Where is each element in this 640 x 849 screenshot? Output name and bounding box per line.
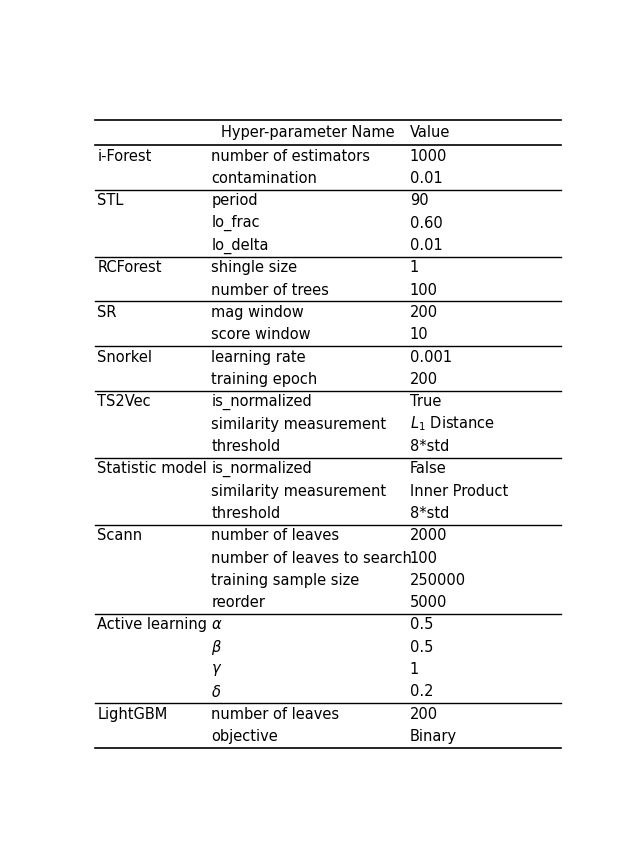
Text: lo_frac: lo_frac <box>211 215 260 231</box>
Text: shingle size: shingle size <box>211 261 298 275</box>
Text: number of leaves to search: number of leaves to search <box>211 550 412 565</box>
Text: number of leaves: number of leaves <box>211 528 340 543</box>
Text: learning rate: learning rate <box>211 350 306 364</box>
Text: i-Forest: i-Forest <box>97 149 152 164</box>
Text: False: False <box>410 461 447 476</box>
Text: threshold: threshold <box>211 439 281 454</box>
Text: 8*std: 8*std <box>410 506 449 521</box>
Text: $\alpha$: $\alpha$ <box>211 617 223 633</box>
Text: is_normalized: is_normalized <box>211 394 312 410</box>
Text: mag window: mag window <box>211 305 304 320</box>
Text: Inner Product: Inner Product <box>410 484 508 498</box>
Text: Value: Value <box>410 125 450 140</box>
Text: training epoch: training epoch <box>211 372 317 387</box>
Text: 0.001: 0.001 <box>410 350 452 364</box>
Text: 200: 200 <box>410 706 438 722</box>
Text: STL: STL <box>97 194 124 208</box>
Text: 8*std: 8*std <box>410 439 449 454</box>
Text: training sample size: training sample size <box>211 573 360 588</box>
Text: similarity measurement: similarity measurement <box>211 417 387 431</box>
Text: 90: 90 <box>410 194 428 208</box>
Text: lo_delta: lo_delta <box>211 238 269 254</box>
Text: number of leaves: number of leaves <box>211 706 340 722</box>
Text: 0.01: 0.01 <box>410 238 443 253</box>
Text: Scann: Scann <box>97 528 143 543</box>
Text: number of trees: number of trees <box>211 283 330 298</box>
Text: similarity measurement: similarity measurement <box>211 484 387 498</box>
Text: 100: 100 <box>410 283 438 298</box>
Text: 1: 1 <box>410 662 419 678</box>
Text: objective: objective <box>211 729 278 744</box>
Text: $\beta$: $\beta$ <box>211 638 222 657</box>
Text: Hyper-parameter Name: Hyper-parameter Name <box>221 125 395 140</box>
Text: contamination: contamination <box>211 171 317 186</box>
Text: 0.60: 0.60 <box>410 216 443 231</box>
Text: 0.5: 0.5 <box>410 640 433 655</box>
Text: $\gamma$: $\gamma$ <box>211 661 223 678</box>
Text: score window: score window <box>211 327 311 342</box>
Text: $\delta$: $\delta$ <box>211 684 221 700</box>
Text: 2000: 2000 <box>410 528 447 543</box>
Text: is_normalized: is_normalized <box>211 461 312 477</box>
Text: Binary: Binary <box>410 729 457 744</box>
Text: 10: 10 <box>410 327 428 342</box>
Text: 0.5: 0.5 <box>410 617 433 633</box>
Text: 5000: 5000 <box>410 595 447 610</box>
Text: 0.01: 0.01 <box>410 171 443 186</box>
Text: True: True <box>410 394 441 409</box>
Text: period: period <box>211 194 258 208</box>
Text: 0.2: 0.2 <box>410 684 433 700</box>
Text: $L_1$ Distance: $L_1$ Distance <box>410 414 495 434</box>
Text: 200: 200 <box>410 305 438 320</box>
Text: 250000: 250000 <box>410 573 466 588</box>
Text: Statistic model: Statistic model <box>97 461 207 476</box>
Text: TS2Vec: TS2Vec <box>97 394 151 409</box>
Text: 1000: 1000 <box>410 149 447 164</box>
Text: 100: 100 <box>410 550 438 565</box>
Text: 1: 1 <box>410 261 419 275</box>
Text: threshold: threshold <box>211 506 281 521</box>
Text: LightGBM: LightGBM <box>97 706 168 722</box>
Text: RCForest: RCForest <box>97 261 162 275</box>
Text: reorder: reorder <box>211 595 266 610</box>
Text: number of estimators: number of estimators <box>211 149 371 164</box>
Text: SR: SR <box>97 305 117 320</box>
Text: 200: 200 <box>410 372 438 387</box>
Text: Active learning: Active learning <box>97 617 207 633</box>
Text: Snorkel: Snorkel <box>97 350 152 364</box>
